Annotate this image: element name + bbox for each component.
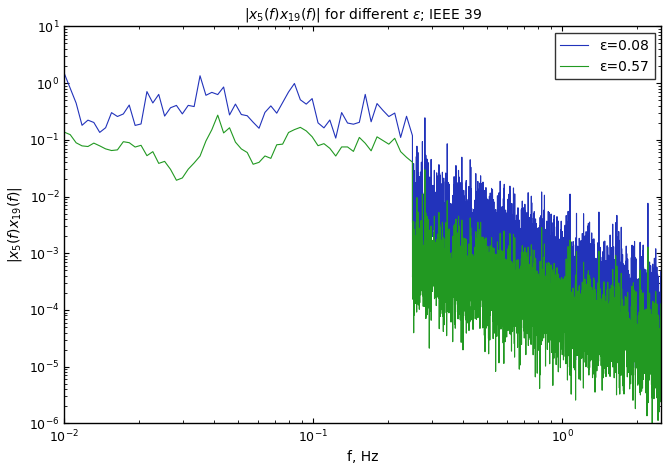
ε=0.08 <box>517 226 525 231</box>
Y-axis label: $|x_5(f)x_{19}(f)|$: $|x_5(f)x_{19}(f)|$ <box>5 187 23 263</box>
ε=0.57 <box>658 379 666 384</box>
ε=0.08 <box>494 248 502 254</box>
ε=0.57 <box>648 427 656 433</box>
ε=0.57 <box>630 355 638 361</box>
ε=0.08 <box>630 312 638 318</box>
Line: ε=0.57: ε=0.57 <box>64 115 662 430</box>
ε=0.08 <box>658 336 666 342</box>
ε=0.57 <box>504 297 512 303</box>
Line: ε=0.08: ε=0.08 <box>64 74 662 387</box>
ε=0.57 <box>213 112 221 118</box>
X-axis label: f, Hz: f, Hz <box>347 450 379 464</box>
ε=0.08 <box>618 265 626 270</box>
ε=0.08 <box>60 71 68 77</box>
ε=0.57 <box>420 252 428 258</box>
ε=0.57 <box>618 328 626 333</box>
ε=0.57 <box>60 129 68 135</box>
ε=0.08 <box>504 231 512 237</box>
ε=0.08 <box>643 384 651 390</box>
Legend: ε=0.08, ε=0.57: ε=0.08, ε=0.57 <box>555 33 654 79</box>
ε=0.57 <box>494 296 502 301</box>
ε=0.08 <box>420 239 428 244</box>
Title: $|x_5(f)x_{19}(f)|$ for different $\varepsilon$; IEEE 39: $|x_5(f)x_{19}(f)|$ for different $\vare… <box>243 6 482 24</box>
ε=0.57 <box>517 297 525 303</box>
